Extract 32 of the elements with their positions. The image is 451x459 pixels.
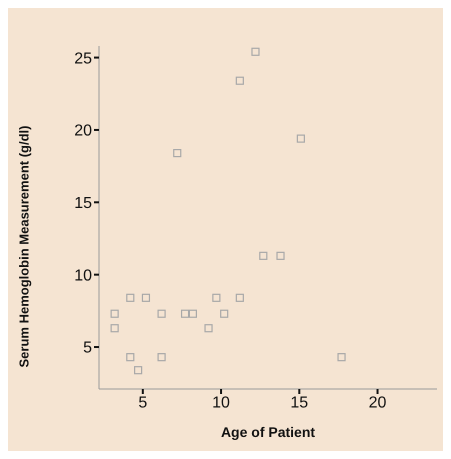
point — [157, 310, 166, 318]
y-axis-title: Serum Hemoglobin Measurement (g/dl) — [16, 126, 32, 368]
point — [134, 366, 142, 374]
point — [110, 324, 119, 332]
point — [259, 252, 268, 260]
point — [236, 294, 244, 302]
y-tick-label: 15 — [74, 194, 92, 212]
point — [142, 294, 150, 302]
point — [173, 148, 182, 158]
x-tick-label: 20 — [368, 394, 387, 412]
point — [110, 310, 119, 318]
point — [126, 294, 134, 302]
x-tick-label: 5 — [138, 394, 148, 412]
y-tick-label: 5 — [83, 340, 92, 357]
point — [236, 76, 244, 85]
point — [126, 353, 134, 362]
point — [296, 134, 305, 143]
y-tick-label: 10 — [74, 267, 92, 284]
point — [180, 310, 190, 318]
point — [251, 48, 260, 56]
x-axis-title: Age of Patient — [220, 424, 316, 440]
point — [220, 310, 228, 318]
point — [337, 353, 346, 362]
point — [204, 324, 213, 332]
point — [157, 353, 166, 362]
point — [276, 252, 285, 260]
y-tick-label: 20 — [74, 122, 92, 140]
x-tick-label: 15 — [290, 394, 308, 412]
point — [212, 294, 220, 302]
y-tick-label: 25 — [74, 50, 92, 68]
point — [188, 310, 197, 318]
x-tick-label: 10 — [212, 394, 230, 412]
